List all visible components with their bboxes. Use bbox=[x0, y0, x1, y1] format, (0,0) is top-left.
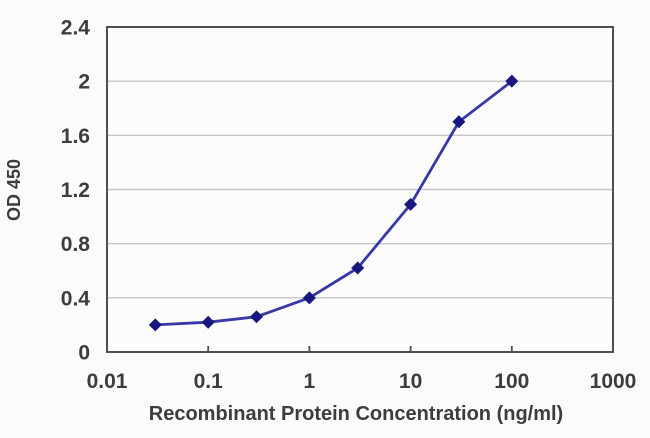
y-tick-label: 1.2 bbox=[61, 179, 90, 202]
data-point-marker bbox=[249, 310, 263, 324]
plot-frame bbox=[106, 26, 614, 353]
y-tick-label: 0.8 bbox=[61, 233, 91, 256]
y-axis-title: OD 450 bbox=[4, 159, 24, 221]
data-point-marker bbox=[201, 315, 215, 329]
y-tick-label: 2 bbox=[78, 71, 90, 94]
x-tick-label: 100 bbox=[494, 370, 529, 393]
axis-ticks-layer bbox=[207, 346, 513, 352]
series-line bbox=[153, 79, 514, 327]
data-series-layer bbox=[148, 74, 519, 332]
y-tick-label: 0.4 bbox=[61, 287, 91, 310]
y-tick-label: 2.4 bbox=[61, 17, 91, 40]
data-point-marker bbox=[351, 261, 365, 275]
data-point-marker bbox=[148, 318, 162, 332]
y-tick-label: 0 bbox=[78, 342, 90, 365]
x-tick-label: 1000 bbox=[590, 370, 637, 393]
x-tick-label: 1 bbox=[304, 370, 316, 393]
x-tick-label: 0.1 bbox=[194, 370, 224, 393]
plot-frame-layer bbox=[106, 26, 614, 353]
data-point-marker bbox=[302, 291, 316, 305]
x-axis-title: Recombinant Protein Concentration (ng/ml… bbox=[149, 403, 563, 425]
data-point-marker bbox=[505, 74, 519, 88]
x-tick-label: 10 bbox=[399, 370, 422, 393]
axis-labels-layer: 0 0.4 0.8 1.2 1.6 2 2.4 0.01 0.1 1 10 100 1000 bbox=[61, 17, 637, 394]
y-tick-label: 1.6 bbox=[61, 125, 90, 148]
data-point-marker bbox=[404, 197, 418, 211]
data-point-marker bbox=[452, 115, 466, 129]
x-tick-label: 0.01 bbox=[87, 370, 128, 393]
